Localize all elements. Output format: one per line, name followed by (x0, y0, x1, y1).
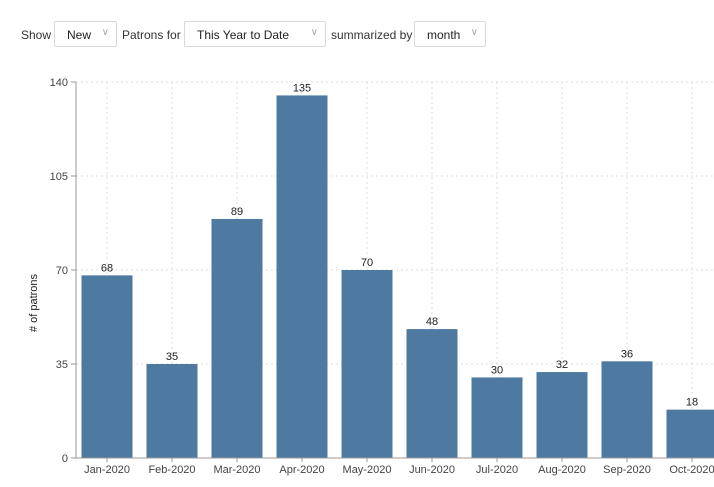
chart-area: 0 35 70 105 140 68 Jan-2020 35 Feb-2020 89 Mar-202… (0, 68, 714, 482)
interval-select-value: month (427, 28, 460, 42)
x-tick-label: Aug-2020 (538, 464, 586, 476)
bar (212, 219, 263, 458)
y-tick-label: 35 (56, 359, 68, 371)
bar (342, 270, 393, 458)
bar (407, 329, 458, 458)
data-label: 36 (621, 348, 633, 360)
x-tick-label: Jul-2020 (476, 464, 518, 476)
data-label: 35 (166, 351, 178, 363)
y-axis-label: # of patrons (28, 273, 40, 332)
period-select[interactable]: This Year to Date ∨ (184, 21, 326, 47)
data-label: 18 (686, 397, 698, 409)
bar (602, 361, 653, 458)
chevron-down-icon: ∨ (471, 27, 478, 38)
filter-bar: Show New ∨ Patrons for This Year to Date… (0, 0, 714, 68)
bar-chart: 0 35 70 105 140 68 Jan-2020 35 Feb-2020 89 Mar-202… (0, 68, 714, 482)
data-label: 32 (556, 359, 568, 371)
x-tick-label: Oct-2020 (669, 464, 714, 476)
chevron-down-icon: ∨ (311, 27, 318, 38)
data-label: 48 (426, 316, 438, 328)
y-tick-label: 70 (56, 265, 68, 277)
bar (277, 95, 328, 458)
show-select[interactable]: New ∨ (54, 21, 117, 47)
y-tick-label: 0 (62, 453, 68, 465)
x-tick-label: Sep-2020 (603, 464, 651, 476)
patrons-for-label: Patrons for (122, 28, 181, 42)
summarized-by-label: summarized by (331, 28, 412, 42)
data-label: 89 (231, 206, 243, 218)
x-tick-label: Mar-2020 (213, 464, 260, 476)
bar (82, 275, 133, 458)
data-label: 70 (361, 257, 373, 269)
show-label: Show (21, 28, 51, 42)
x-tick-label: Jun-2020 (409, 464, 455, 476)
x-tick-label: Apr-2020 (279, 464, 324, 476)
data-label: 68 (101, 262, 113, 274)
bar (147, 364, 198, 458)
x-tick-label: May-2020 (343, 464, 392, 476)
y-tick-label: 140 (50, 77, 68, 89)
interval-select[interactable]: month ∨ (414, 21, 486, 47)
period-select-value: This Year to Date (197, 28, 289, 42)
chevron-down-icon: ∨ (102, 27, 109, 38)
data-label: 30 (491, 364, 503, 376)
x-tick-label: Jan-2020 (84, 464, 130, 476)
y-tick-label: 105 (50, 171, 68, 183)
bar (537, 372, 588, 458)
show-select-value: New (67, 28, 91, 42)
bar (472, 377, 523, 458)
data-label: 135 (293, 82, 311, 94)
x-tick-label: Feb-2020 (148, 464, 195, 476)
bar (667, 410, 714, 458)
